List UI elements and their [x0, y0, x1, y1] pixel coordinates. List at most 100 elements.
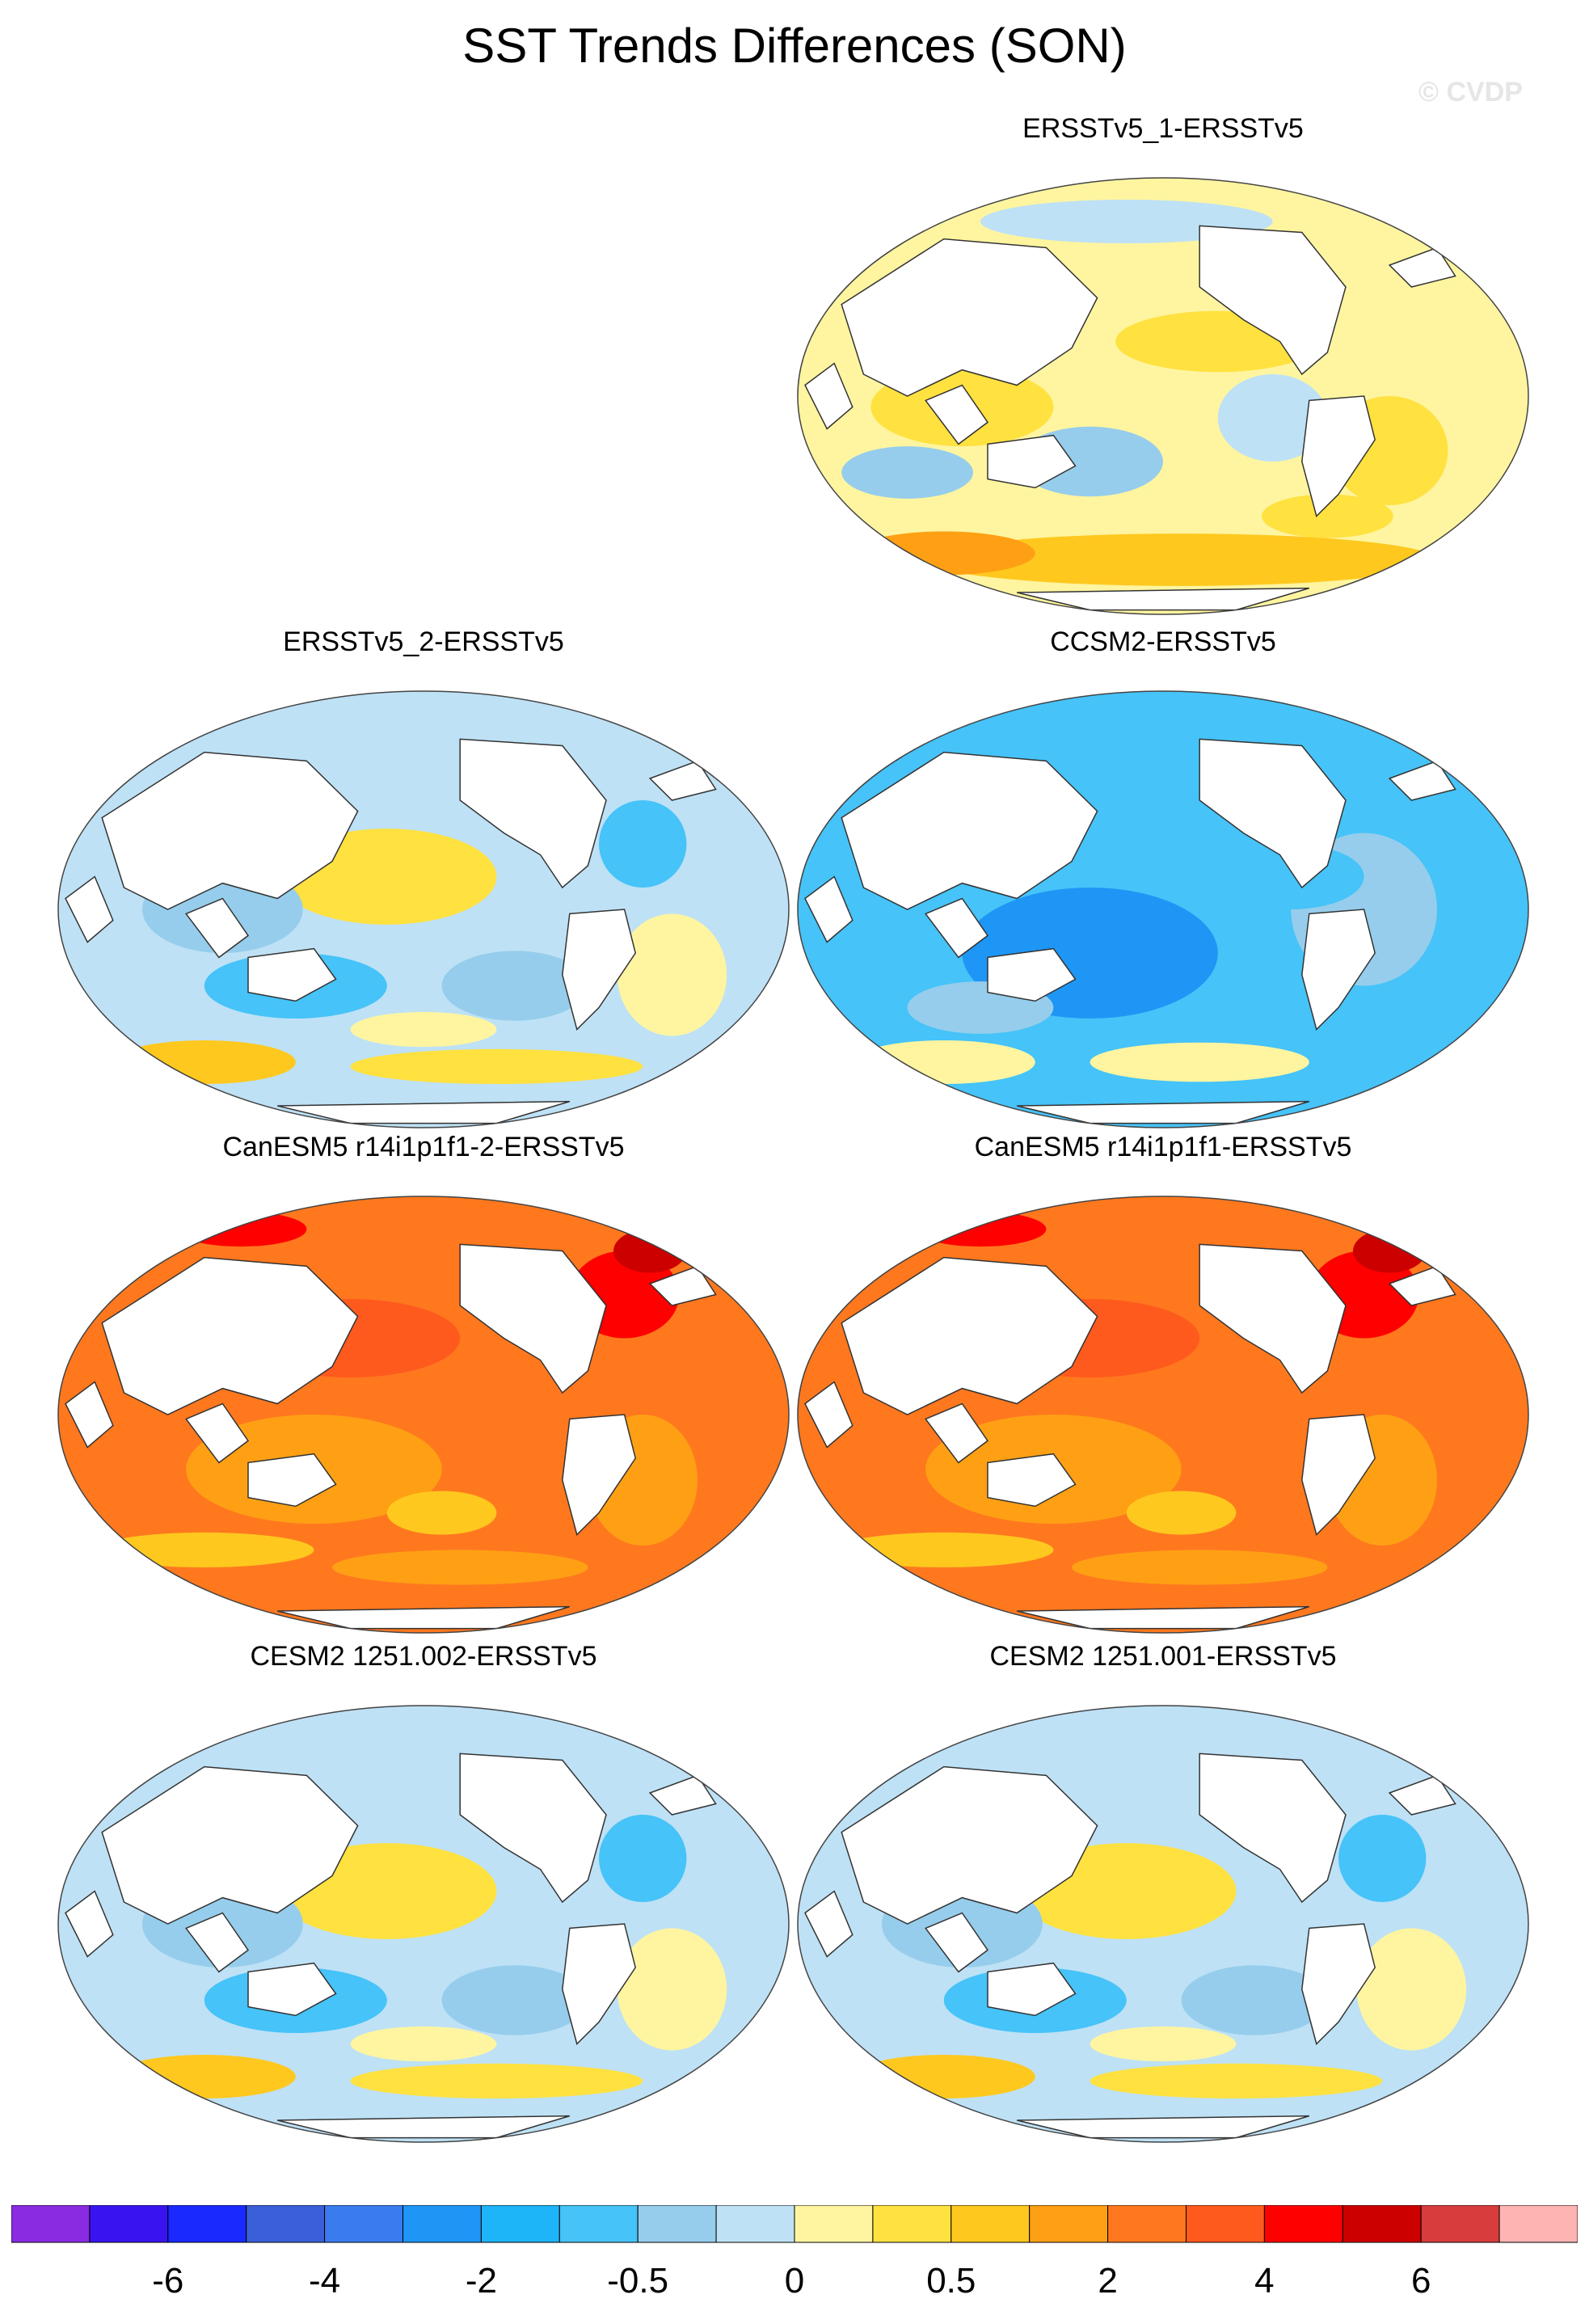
land-mass — [247, 1962, 337, 2017]
colorbar-swatch — [324, 2205, 404, 2243]
panel-title-6: CESM2 1251.002-ERSSTv5 — [250, 1641, 597, 1672]
land-mass — [1199, 1752, 1347, 1904]
anomaly-patch — [1072, 1550, 1328, 1585]
land-mass — [562, 1414, 637, 1536]
anomaly-patch — [1090, 2026, 1237, 2062]
world-map-3 — [797, 690, 1529, 1128]
land-mass — [925, 1912, 989, 1973]
colorbar-label: -4 — [309, 2261, 340, 2301]
colorbar-label: 6 — [1411, 2261, 1431, 2301]
sst-field — [58, 1706, 789, 2142]
sst-field — [798, 1706, 1528, 2142]
colorbar-swatch — [1029, 2205, 1109, 2243]
anomaly-patch — [617, 1928, 727, 2051]
land-mass — [185, 897, 250, 959]
sst-field — [798, 691, 1528, 1128]
land-mass — [459, 1243, 607, 1394]
map-border — [797, 1705, 1529, 2143]
panel-title-7: CESM2 1251.001-ERSSTv5 — [989, 1641, 1337, 1672]
sst-field — [58, 691, 789, 1128]
page-title: SST Trends Differences (SON) — [462, 19, 1127, 73]
land-mass — [459, 738, 607, 889]
sst-field — [798, 1196, 1528, 1633]
colorbar-swatch — [950, 2205, 1031, 2243]
map-panel-6: CESM2 1251.002-ERSSTv5 — [40, 1641, 807, 2158]
land-mass — [925, 384, 989, 445]
panel-title-4: CanESM5 r14i1p1f1-2-ERSSTv5 — [222, 1132, 625, 1162]
land-mass — [1301, 395, 1376, 517]
watermark: © CVDP — [1418, 77, 1523, 108]
colorbar-label: -6 — [152, 2261, 183, 2301]
land-mass — [1199, 1243, 1347, 1394]
anomaly-patch — [1090, 2063, 1383, 2098]
world-map-4 — [57, 1196, 790, 1634]
panel-title-5: CanESM5 r14i1p1f1-ERSSTv5 — [974, 1132, 1352, 1162]
land-mass — [1388, 1265, 1456, 1306]
anomaly-patch — [1262, 494, 1393, 538]
anomaly-patch — [914, 1211, 1047, 1247]
world-map-2 — [57, 690, 790, 1128]
world-map-6 — [57, 1705, 790, 2143]
land-mass — [1017, 2115, 1310, 2139]
land-mass — [101, 1765, 359, 1925]
colorbar-label: -2 — [466, 2261, 497, 2301]
land-mass — [804, 1381, 854, 1449]
colorbar-swatch — [558, 2205, 639, 2243]
land-mass — [65, 875, 114, 943]
colorbar-swatch — [637, 2205, 717, 2243]
land-mass — [1301, 909, 1376, 1031]
land-mass — [277, 1605, 571, 1630]
anomaly-patch — [841, 446, 973, 499]
land-mass — [925, 1402, 989, 1464]
anomaly-patch — [386, 1491, 497, 1535]
land-mass — [1388, 247, 1456, 288]
colorbar-swatch — [1107, 2205, 1186, 2243]
land-mass — [1017, 1605, 1310, 1630]
world-map-7 — [797, 1705, 1529, 2143]
land-mass — [648, 760, 717, 801]
land-mass — [804, 875, 854, 943]
colorbar-swatch — [1263, 2205, 1343, 2243]
colorbar-label: 0 — [785, 2261, 804, 2301]
panel-title-1: ERSSTv5_1-ERSSTv5 — [1022, 113, 1304, 144]
anomaly-patch — [350, 1048, 643, 1084]
colorbar-label: 4 — [1254, 2261, 1274, 2301]
anomaly-patch — [350, 1011, 497, 1048]
land-mass — [101, 751, 359, 910]
land-mass — [648, 1265, 717, 1306]
panel-title-3: CCSM2-ERSSTv5 — [1050, 626, 1276, 657]
land-mass — [1388, 760, 1456, 801]
map-border — [57, 1196, 790, 1634]
land-mass — [562, 1923, 637, 2045]
map-panel-4: CanESM5 r14i1p1f1-2-ERSSTv5 — [40, 1132, 807, 1649]
colorbar-swatch — [89, 2205, 169, 2243]
land-mass — [987, 1453, 1077, 1508]
anomaly-patch — [1217, 374, 1328, 462]
land-mass — [987, 434, 1077, 489]
anomaly-patch — [441, 1965, 588, 2035]
anomaly-patch — [617, 913, 727, 1036]
map-panel-2: ERSSTv5_2-ERSSTv5 — [40, 626, 807, 1144]
map-panel-3: CCSM2-ERSSTv5 — [780, 626, 1546, 1144]
anomaly-patch — [332, 1550, 588, 1585]
map-panel-7: CESM2 1251.001-ERSSTv5 — [780, 1641, 1546, 2158]
world-map-1 — [797, 177, 1529, 615]
anomaly-patch — [1090, 1042, 1309, 1082]
colorbar-swatch — [715, 2205, 795, 2243]
land-mass — [247, 1453, 337, 1508]
colorbar-swatch — [1186, 2205, 1265, 2243]
colorbar-swatch — [246, 2205, 326, 2243]
map-border — [57, 1705, 790, 2143]
land-mass — [277, 1100, 571, 1124]
anomaly-patch — [599, 800, 687, 888]
land-mass — [841, 238, 1098, 397]
anomaly-patch — [1126, 1491, 1237, 1535]
colorbar-swatch — [1498, 2205, 1578, 2243]
anomaly-patch — [1356, 1928, 1467, 2051]
anomaly-patch — [1338, 1815, 1427, 1902]
land-mass — [841, 1256, 1098, 1415]
anomaly-patch — [852, 531, 1035, 576]
land-mass — [925, 897, 989, 959]
world-map-5 — [797, 1196, 1529, 1634]
colorbar-swatch — [480, 2205, 560, 2243]
